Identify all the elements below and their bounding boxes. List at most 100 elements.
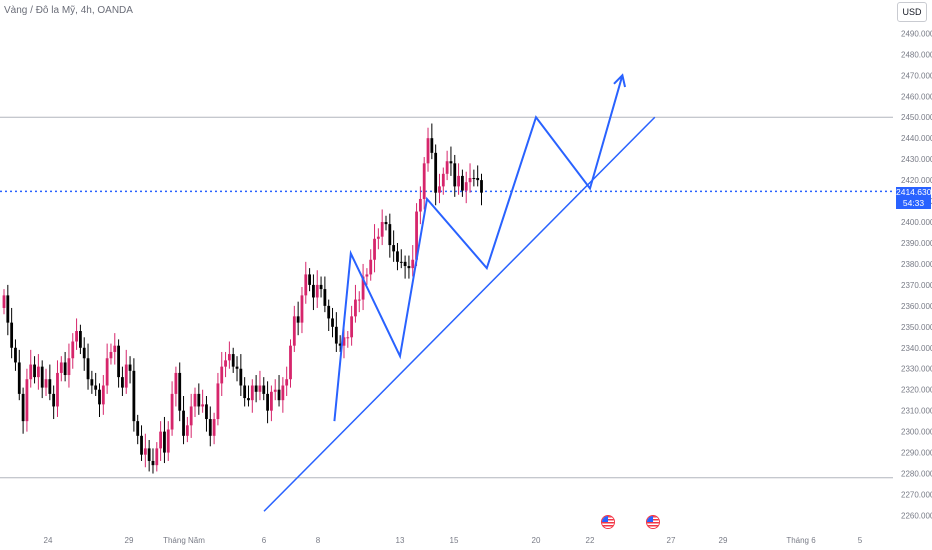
candle: [376, 236, 380, 239]
candle: [250, 385, 254, 401]
candle: [67, 358, 71, 376]
candle: [418, 198, 422, 212]
candle: [44, 379, 48, 388]
candle: [384, 222, 388, 225]
candle: [373, 238, 376, 260]
x-axis-tick-label: 5: [858, 536, 863, 545]
candle: [220, 366, 224, 384]
candle: [185, 425, 189, 436]
y-axis-tick-label: 2460.000: [901, 92, 932, 101]
candle: [472, 178, 476, 180]
candle: [10, 322, 14, 348]
candle: [300, 295, 304, 323]
candle: [56, 372, 59, 407]
candle: [59, 362, 63, 373]
current-price-label: 2414.630: [896, 187, 932, 197]
candle: [247, 398, 250, 401]
candle: [281, 385, 285, 401]
candle: [468, 178, 472, 183]
x-axis-tick-label: 8: [316, 536, 321, 545]
candle: [174, 372, 178, 394]
candle: [140, 435, 143, 455]
candle: [48, 379, 52, 394]
y-axis-tick-label: 2420.000: [901, 176, 932, 185]
y-axis-tick-label: 2300.000: [901, 428, 932, 437]
us-flag-icon[interactable]: [601, 515, 615, 529]
candle: [2, 295, 6, 308]
candle: [117, 345, 120, 378]
us-flag-icon[interactable]: [646, 515, 660, 529]
candle: [476, 178, 480, 181]
candle: [208, 419, 212, 436]
arrow-head: [613, 73, 627, 88]
candle: [63, 362, 67, 376]
candle: [25, 379, 29, 422]
candle: [170, 393, 174, 430]
candle: [147, 448, 151, 461]
candle: [239, 368, 243, 386]
candle: [231, 354, 235, 367]
candle: [346, 337, 350, 339]
candle: [128, 364, 132, 371]
candle: [273, 389, 277, 392]
candle: [151, 460, 155, 466]
y-axis-tick-label: 2340.000: [901, 344, 932, 353]
candle: [98, 389, 101, 405]
candle: [350, 316, 354, 338]
candle: [327, 305, 331, 319]
candle: [143, 448, 147, 455]
candle: [304, 274, 308, 296]
y-axis-tick-label: 2490.000: [901, 29, 932, 38]
candle: [399, 261, 403, 263]
y-axis-tick-label: 2320.000: [901, 386, 932, 395]
candle: [212, 419, 216, 436]
candle: [182, 410, 185, 436]
candle: [136, 421, 140, 436]
candle: [36, 366, 40, 378]
x-axis-tick-label: 27: [667, 536, 676, 545]
candle: [270, 391, 273, 411]
candle: [354, 299, 357, 317]
candle: [124, 364, 128, 388]
candle: [380, 222, 384, 237]
candle: [319, 284, 323, 290]
candle: [464, 182, 468, 191]
candle: [243, 385, 247, 399]
support-trendline: [263, 116, 656, 512]
x-axis-tick-label: 15: [450, 536, 459, 545]
candle: [441, 173, 445, 187]
candle: [334, 326, 338, 344]
candle: [438, 186, 441, 193]
candle: [312, 284, 315, 298]
candle: [113, 345, 117, 352]
y-axis-tick-label: 2330.000: [901, 365, 932, 374]
candle: [480, 180, 483, 193]
bar-countdown: 54:33: [902, 198, 925, 208]
y-axis-tick-label: 2480.000: [901, 50, 932, 59]
y-axis-tick-label: 2400.000: [901, 218, 932, 227]
candle: [342, 337, 346, 346]
candle: [461, 175, 464, 191]
y-axis-tick-label: 2270.000: [901, 491, 932, 500]
candle: [315, 284, 319, 298]
candle: [392, 245, 396, 252]
currency-button[interactable]: USD: [897, 2, 927, 22]
y-axis-tick-label: 2430.000: [901, 155, 932, 164]
candle: [296, 316, 300, 323]
candle: [90, 379, 94, 386]
y-axis-tick-label: 2440.000: [901, 134, 932, 143]
y-axis-tick-label: 2290.000: [901, 449, 932, 458]
x-axis-tick-label: Tháng 6: [786, 536, 816, 545]
candle: [285, 379, 289, 386]
candle: [422, 163, 426, 199]
current-price-tag: 2414.630 54:33: [896, 187, 931, 209]
candle: [101, 385, 105, 405]
candle: [369, 259, 373, 275]
candle: [224, 360, 227, 367]
y-axis-tick-label: 2360.000: [901, 302, 932, 311]
candle: [258, 385, 262, 392]
candle: [178, 372, 182, 411]
candle: [159, 431, 163, 449]
